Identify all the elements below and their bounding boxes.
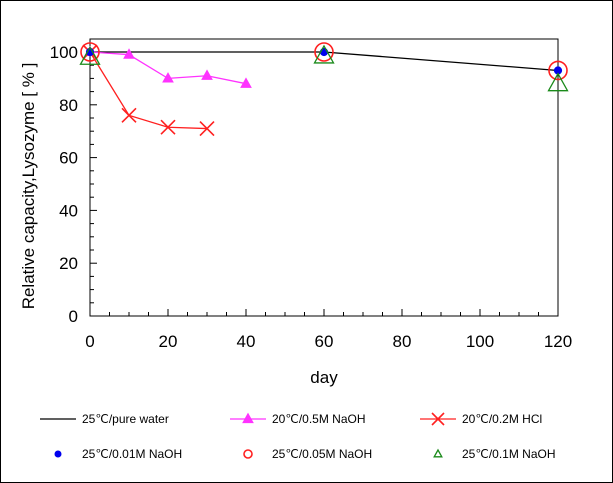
legend-marker bbox=[433, 448, 443, 458]
legend-marker bbox=[431, 412, 445, 426]
legend-item: 20℃/0.5M NaOH bbox=[230, 412, 366, 426]
legend-label: 25℃/0.1M NaOH bbox=[462, 447, 556, 461]
series-5 bbox=[79, 44, 569, 92]
data-point bbox=[160, 119, 176, 135]
y-axis-title: Relative capacity,Lysozyme [ % ] bbox=[19, 63, 38, 310]
data-point bbox=[79, 45, 101, 65]
data-point bbox=[313, 44, 335, 64]
legend-item: 25℃/0.1M NaOH bbox=[433, 447, 556, 461]
legend-item: 25℃/0.05M NaOH bbox=[243, 447, 372, 461]
legend-item: 25℃/pure water bbox=[40, 412, 169, 426]
x-tick-label: 80 bbox=[393, 332, 412, 351]
x-tick-label: 0 bbox=[85, 332, 94, 351]
y-tick-label: 0 bbox=[69, 307, 78, 326]
legend-item: 25℃/0.01M NaOH bbox=[54, 447, 182, 461]
data-point bbox=[80, 42, 100, 62]
y-tick-label: 40 bbox=[59, 201, 78, 220]
data-point bbox=[199, 120, 215, 137]
legend-label: 25℃/pure water bbox=[82, 412, 169, 426]
plot-border bbox=[89, 38, 559, 317]
tick-labels: 0 20 40 60 80 100 0 20 40 60 80 100 120 bbox=[50, 43, 573, 351]
legend: 25℃/pure water 20℃/0.5M NaOH 20℃/0.2M HCl 2… bbox=[40, 412, 556, 461]
series-4 bbox=[80, 42, 568, 81]
data-point bbox=[547, 72, 569, 92]
data-point-stroke bbox=[160, 119, 176, 135]
legend-label: 25℃/0.01M NaOH bbox=[82, 447, 182, 461]
legend-marker bbox=[243, 449, 253, 459]
legend-marker bbox=[242, 412, 254, 424]
x-axis-title: day bbox=[310, 368, 338, 387]
y-tick-label: 80 bbox=[59, 96, 78, 115]
legend-label: 20℃/0.5M NaOH bbox=[272, 412, 366, 426]
x-tick-label: 120 bbox=[544, 332, 572, 351]
data-point bbox=[240, 77, 252, 88]
series-layer bbox=[79, 42, 569, 137]
x-tick-label: 60 bbox=[315, 332, 334, 351]
data-point bbox=[314, 42, 334, 62]
series-1 bbox=[84, 45, 252, 88]
y-tick-label: 100 bbox=[50, 43, 78, 62]
legend-item: 20℃/0.2M HCl bbox=[420, 412, 542, 426]
legend-label: 20℃/0.2M HCl bbox=[462, 412, 542, 426]
legend-label: 25℃/0.05M NaOH bbox=[272, 447, 372, 461]
data-point bbox=[548, 60, 568, 81]
data-point-stroke bbox=[199, 120, 215, 137]
y-tick-label: 20 bbox=[59, 254, 78, 273]
data-point-stroke bbox=[121, 107, 137, 123]
legend-marker-stroke bbox=[431, 412, 445, 426]
plot-area bbox=[89, 38, 559, 317]
x-tick-label: 20 bbox=[159, 332, 178, 351]
x-tick-label: 40 bbox=[237, 332, 256, 351]
data-point bbox=[162, 72, 174, 83]
legend-marker bbox=[54, 450, 62, 458]
series-line bbox=[89, 51, 208, 130]
x-tick-label: 100 bbox=[466, 332, 494, 351]
y-tick-label: 60 bbox=[59, 149, 78, 168]
data-point bbox=[123, 48, 135, 59]
data-point bbox=[121, 107, 137, 123]
data-point bbox=[201, 69, 213, 80]
